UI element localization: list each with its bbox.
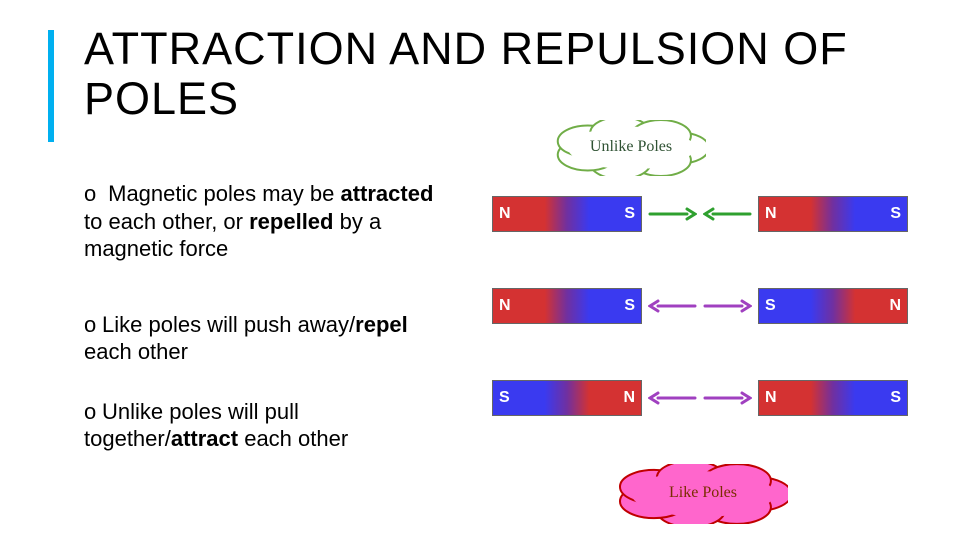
force-arrow bbox=[703, 207, 752, 221]
force-arrow bbox=[648, 207, 697, 221]
pole-label: S bbox=[833, 197, 907, 231]
pole-label: N bbox=[493, 197, 567, 231]
cloud-label: Like Poles bbox=[618, 484, 788, 502]
cloud-like-poles: Like Poles bbox=[618, 464, 788, 524]
pole-label: S bbox=[759, 289, 833, 323]
bullet-marker: o bbox=[84, 311, 102, 339]
bullet-marker: o bbox=[84, 180, 102, 208]
bar-magnet: NS bbox=[492, 288, 642, 324]
cloud-unlike-poles: Unlike Poles bbox=[556, 120, 706, 176]
pole-label: S bbox=[567, 197, 641, 231]
pole-label: N bbox=[759, 197, 833, 231]
pole-label: S bbox=[833, 381, 907, 415]
accent-bar bbox=[48, 30, 54, 142]
force-arrow bbox=[703, 391, 752, 405]
bar-magnet: NS bbox=[758, 196, 908, 232]
bullet-2: oLike poles will push away/repel each ot… bbox=[84, 311, 454, 366]
force-arrow bbox=[648, 299, 697, 313]
pole-label: S bbox=[493, 381, 567, 415]
pole-label: N bbox=[493, 289, 567, 323]
bullet-list: o Magnetic poles may be attracted to eac… bbox=[84, 180, 454, 485]
force-arrow bbox=[703, 299, 752, 313]
cloud-label: Unlike Poles bbox=[556, 138, 706, 156]
page-title: ATTRACTION AND REPULSION OF POLES bbox=[84, 24, 960, 123]
bullet-3: oUnlike poles will pull together/attract… bbox=[84, 398, 454, 453]
force-arrow bbox=[648, 391, 697, 405]
bullet-1: o Magnetic poles may be attracted to eac… bbox=[84, 180, 454, 263]
pole-label: N bbox=[833, 289, 907, 323]
bar-magnet: NS bbox=[758, 380, 908, 416]
bar-magnet: NS bbox=[492, 196, 642, 232]
pole-label: S bbox=[567, 289, 641, 323]
slide: ATTRACTION AND REPULSION OF POLES o Magn… bbox=[0, 0, 960, 540]
bullet-marker: o bbox=[84, 398, 102, 426]
bar-magnet: SN bbox=[492, 380, 642, 416]
bar-magnet: SN bbox=[758, 288, 908, 324]
pole-label: N bbox=[759, 381, 833, 415]
pole-label: N bbox=[567, 381, 641, 415]
